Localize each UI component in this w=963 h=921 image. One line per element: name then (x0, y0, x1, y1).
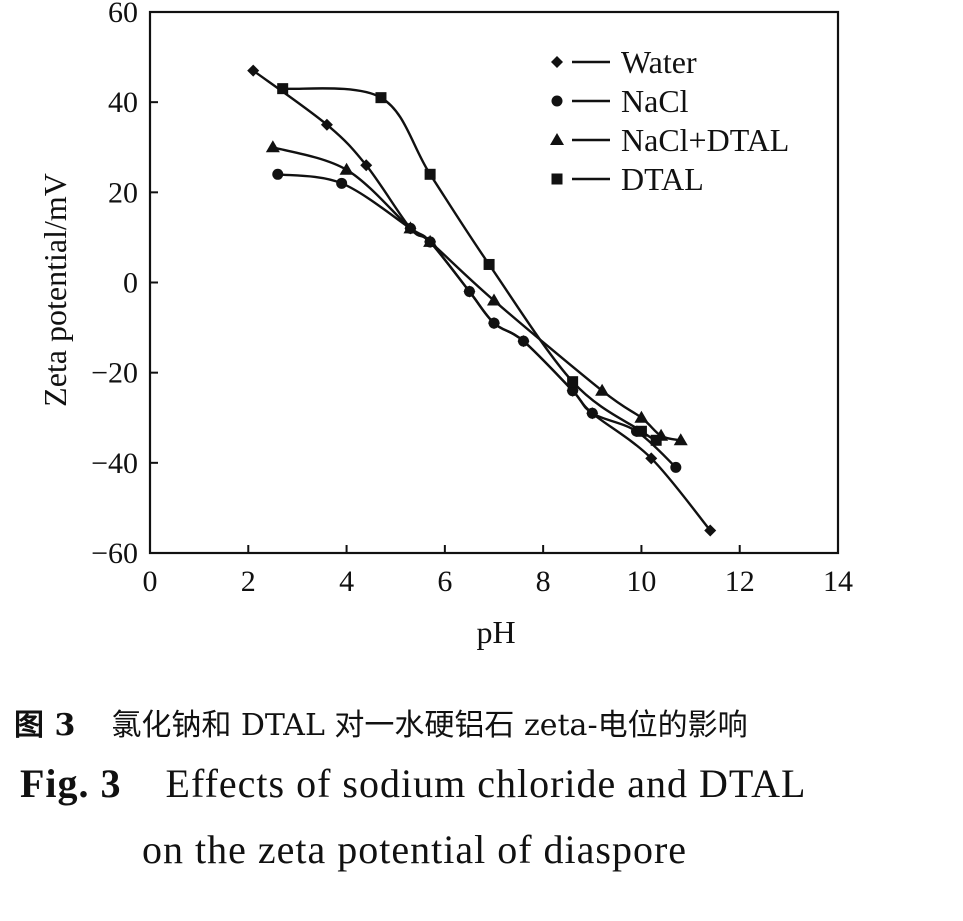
data-point-nacl (567, 385, 579, 397)
zeta-potential-chart: 0 2 4 6 8 10 12 14 60 40 20 0 −20 −40 −60 WaterNaClNaC… (37, 0, 853, 650)
data-point-nacl-dtal (634, 410, 649, 423)
legend-item-nacl-dtal: NaCl+DTAL (550, 122, 789, 158)
data-point-nacl (586, 407, 598, 419)
y-tick-label: 20 (108, 176, 138, 209)
plot-series (247, 64, 717, 537)
caption-chinese-number: 图 3 (14, 708, 76, 743)
series-line-nacl (277, 173, 677, 469)
data-point-water (360, 159, 373, 172)
y-tick-label: −20 (91, 357, 138, 390)
legend-label-nacl-dtal: NaCl+DTAL (621, 122, 789, 158)
data-point-dtal (635, 425, 647, 437)
data-point-water (704, 524, 717, 537)
caption-english-number: Fig. 3 (20, 761, 122, 806)
data-point-water (645, 452, 658, 465)
caption-chinese-text: 氯化钠和 DTAL 对一水硬铝石 zeta-电位的影响 (111, 708, 748, 743)
x-tick-label: 2 (241, 565, 256, 598)
y-tick-label: 60 (108, 0, 138, 29)
data-point-dtal (424, 168, 436, 180)
y-tick-label: 0 (123, 267, 138, 300)
data-point-nacl-dtal (487, 293, 501, 306)
data-point-nacl-dtal (403, 221, 418, 234)
legend-label-dtal: DTAL (621, 161, 704, 197)
data-point-water (247, 64, 260, 77)
legend-item-water: Water (551, 44, 697, 80)
data-point-nacl (272, 168, 284, 180)
x-tick-label: 0 (143, 565, 158, 598)
x-tick-label: 14 (823, 565, 853, 598)
data-point-nacl-dtal (265, 140, 280, 153)
y-tick-label: 40 (108, 86, 138, 119)
caption-chinese: 图 3 氯化钠和 DTAL 对一水硬铝石 zeta-电位的影响 (14, 700, 748, 744)
data-point-nacl (517, 335, 529, 347)
legend-item-nacl: NaCl (551, 83, 689, 119)
x-tick-label: 6 (437, 565, 452, 598)
legend-label-water: Water (621, 44, 697, 80)
caption-english-line1: Fig. 3 Effects of sodium chloride and DTA… (20, 760, 806, 807)
y-tick-label: −60 (91, 537, 138, 570)
data-point-water (320, 118, 333, 131)
plot-axes: 0 2 4 6 8 10 12 14 60 40 20 0 −20 −40 −60 (91, 0, 853, 598)
data-point-dtal (567, 376, 579, 388)
plot-frame (148, 10, 840, 555)
x-tick-label: 12 (725, 565, 755, 598)
caption-english-line2: on the zeta potential of diaspore (142, 827, 688, 872)
x-tick-label: 8 (536, 565, 551, 598)
caption-english-text-1: Effects of sodium chloride and DTAL (165, 761, 807, 806)
series-nacl-dtal (265, 140, 688, 446)
series-dtal (277, 83, 662, 446)
data-point-nacl (336, 177, 348, 189)
x-tick-label: 10 (626, 565, 656, 598)
series-nacl (272, 168, 682, 473)
series-line-nacl-dtal (272, 146, 682, 442)
x-axis-title: pH (476, 614, 515, 650)
data-point-nacl-dtal (423, 234, 438, 247)
data-point-nacl (463, 286, 475, 298)
data-point-dtal (375, 92, 387, 104)
data-point-dtal (277, 83, 289, 95)
data-point-nacl (670, 461, 682, 473)
data-point-nacl-dtal (339, 162, 354, 175)
legend-marker-water (551, 56, 563, 68)
data-point-dtal (483, 258, 495, 270)
data-point-nacl-dtal (673, 433, 688, 446)
y-tick-label: −40 (91, 447, 138, 480)
legend-label-nacl: NaCl (621, 83, 689, 119)
x-tick-label: 4 (339, 565, 354, 598)
y-axis-title: Zeta potential/mV (37, 173, 73, 407)
legend-marker-dtal (551, 173, 563, 185)
data-point-dtal (650, 434, 662, 446)
data-point-nacl-dtal (595, 383, 610, 396)
legend-item-dtal: DTAL (551, 161, 704, 197)
legend-marker-nacl (551, 95, 563, 107)
data-point-nacl (488, 317, 500, 329)
legend-marker-nacl-dtal (550, 133, 564, 145)
